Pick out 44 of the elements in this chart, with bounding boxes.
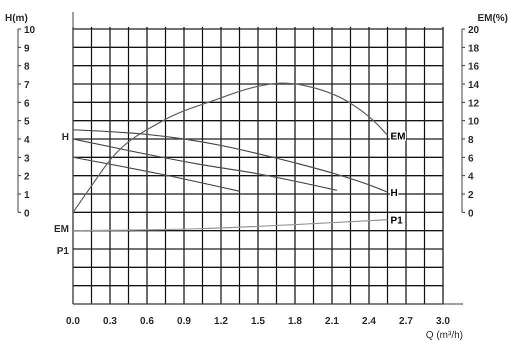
y2-tick-label: 8 [468, 135, 474, 146]
y2-tick-label: 4 [468, 172, 474, 183]
x-tick-label: 0.0 [66, 316, 80, 327]
line-series [72, 129, 388, 193]
line-series [72, 82, 388, 213]
y-tick-label: 6 [24, 98, 30, 110]
x-tick-label: 1.2 [214, 316, 228, 327]
y2-tick-label: 6 [468, 153, 474, 164]
y-tick-label: 1 [24, 190, 30, 201]
y-axis-title: H(m) [5, 13, 28, 24]
x-tick-label: 0.3 [103, 316, 118, 327]
y-tick-label: 4 [24, 135, 30, 146]
text: H [62, 132, 69, 143]
x-tick-label: 2.7 [399, 316, 414, 327]
y2-axis-title: EM(%) [477, 13, 508, 24]
y-tick-label: 8 [24, 62, 30, 73]
y-tick-label: 0 [24, 208, 30, 220]
text: P1 [56, 246, 70, 257]
x-tick-label: 2.1 [325, 316, 340, 327]
line-series [72, 219, 388, 232]
y2-tick-label: 10 [468, 116, 480, 128]
y2-tick-label: 14 [468, 80, 480, 91]
y-tick-label: 2 [24, 172, 30, 183]
line-series [72, 138, 338, 191]
x-tick-label: 0.9 [177, 316, 192, 327]
y2-tick-label: 0 [468, 208, 474, 220]
y-tick-label: 9 [24, 43, 30, 54]
y2-tick-label: 18 [468, 43, 480, 54]
y2-tick-label: 2 [468, 190, 474, 201]
x-axis-title: Q (m³/h) [426, 330, 463, 341]
text: EM [54, 224, 69, 235]
x-tick-label: 1.5 [251, 316, 266, 327]
y-tick-label: 10 [24, 25, 36, 36]
y2-tick-label: 12 [468, 98, 480, 110]
x-tick-label: 2.4 [362, 316, 376, 327]
x-tick-label: 3.0 [436, 316, 450, 327]
series-label: P1 [390, 216, 404, 227]
y2-tick-label: 16 [468, 62, 480, 73]
y-tick-label: 3 [24, 153, 30, 164]
x-tick-label: 0.6 [140, 316, 154, 327]
y-tick-label: 5 [24, 116, 30, 128]
x-tick-label: 1.8 [288, 316, 302, 327]
y-tick-label: 7 [24, 80, 30, 91]
y2-tick-label: 20 [468, 25, 480, 36]
